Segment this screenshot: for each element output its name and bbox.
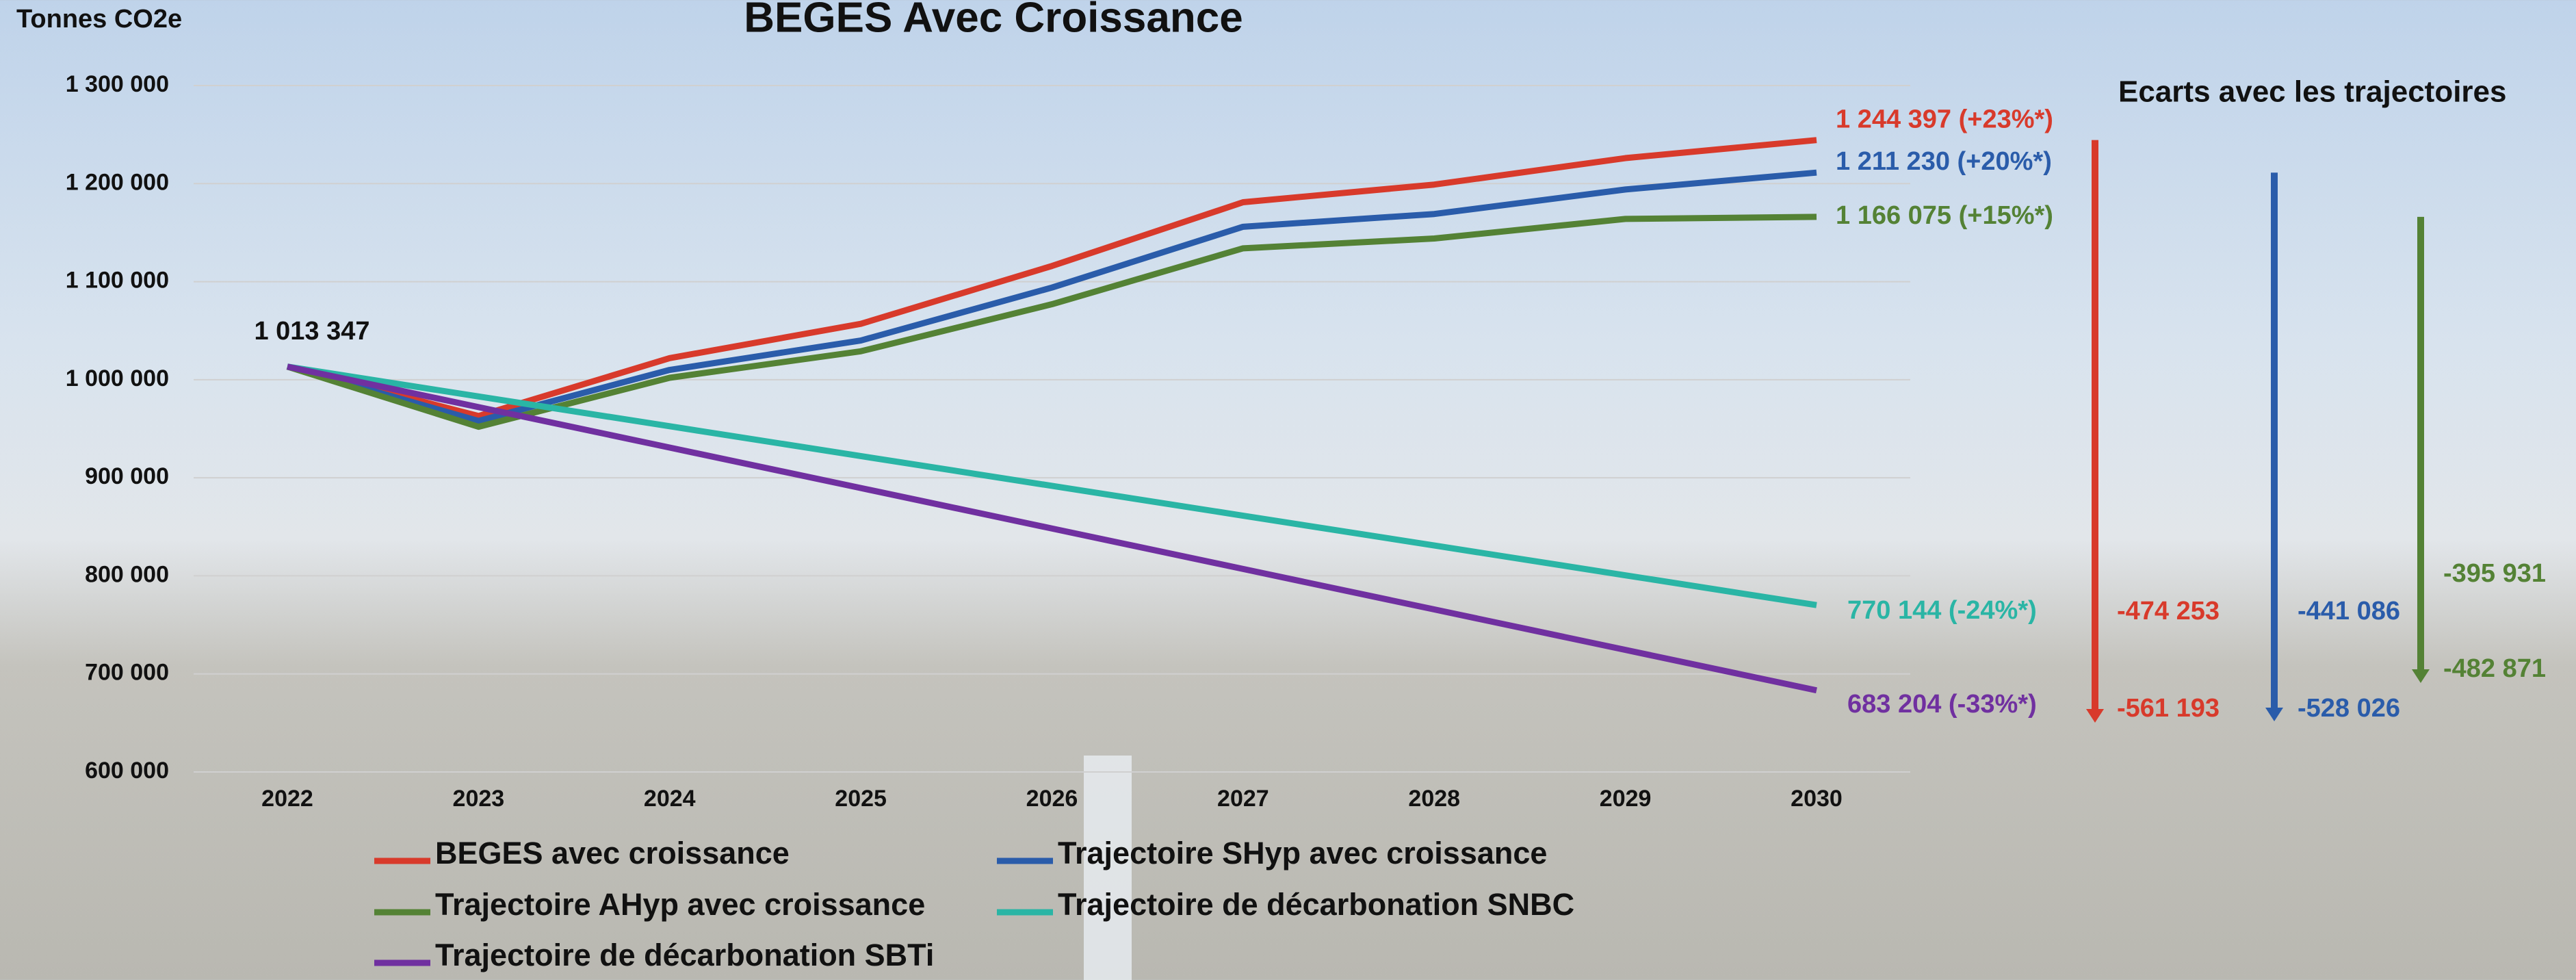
x-tick-label: 2024: [644, 786, 696, 812]
gap-label: -482 871: [2443, 654, 2546, 683]
legend-label: Trajectoire de décarbonation SBTi: [435, 938, 934, 972]
y-tick-label: 900 000: [85, 463, 169, 489]
legend-label: Trajectoire AHyp avec croissance: [435, 887, 925, 922]
x-tick-label: 2025: [835, 786, 887, 812]
series-line: [287, 363, 1817, 694]
gap-arrow-head: [2412, 669, 2430, 683]
legend-label: Trajectoire de décarbonation SNBC: [1058, 887, 1574, 922]
gap-label: -395 931: [2443, 559, 2546, 588]
background-pillar: [1084, 756, 1132, 980]
x-tick-label: 2028: [1408, 786, 1460, 812]
series-line: [286, 137, 1817, 420]
series-line: [286, 169, 1817, 424]
x-tick-label: 2022: [261, 786, 313, 812]
value-label: 683 204 (-33%*): [1847, 690, 2037, 719]
y-tick-label: 600 000: [85, 758, 169, 784]
gap-arrow-head: [2086, 709, 2104, 723]
series-line: [287, 363, 1817, 608]
value-label: 1 211 230 (+20%*): [1836, 147, 2052, 176]
value-label: 1 166 075 (+15%*): [1836, 201, 2053, 230]
y-tick-label: 1 000 000: [66, 365, 169, 391]
legend-label: BEGES avec croissance: [435, 836, 790, 871]
value-label: 1 013 347: [254, 317, 369, 346]
gap-label: -441 086: [2298, 597, 2400, 626]
x-tick-label: 2023: [453, 786, 505, 812]
x-tick-label: 2027: [1217, 786, 1269, 812]
legend-label: Trajectoire SHyp avec croissance: [1058, 836, 1547, 871]
gap-arrow-head: [2265, 708, 2283, 721]
gap-label: -528 026: [2298, 694, 2400, 723]
y-tick-label: 800 000: [85, 561, 169, 587]
y-tick-label: 1 300 000: [66, 71, 169, 97]
x-tick-label: 2029: [1600, 786, 1652, 812]
value-label: 1 244 397 (+23%*): [1836, 105, 2053, 134]
chart-title: BEGES Avec Croissance: [744, 0, 1243, 41]
y-tick-label: 1 200 000: [66, 169, 169, 195]
y-axis-label: Tonnes CO2e: [16, 5, 182, 34]
value-label: 770 144 (-24%*): [1847, 596, 2037, 625]
x-tick-label: 2026: [1026, 786, 1078, 812]
gaps-title: Ecarts avec les trajectoires: [2118, 75, 2507, 109]
y-tick-label: 1 100 000: [66, 268, 169, 294]
gap-label: -561 193: [2117, 694, 2220, 723]
gap-label: -474 253: [2117, 597, 2220, 626]
x-tick-label: 2030: [1791, 786, 1843, 812]
y-tick-label: 700 000: [85, 660, 169, 686]
series-line: [286, 214, 1817, 430]
